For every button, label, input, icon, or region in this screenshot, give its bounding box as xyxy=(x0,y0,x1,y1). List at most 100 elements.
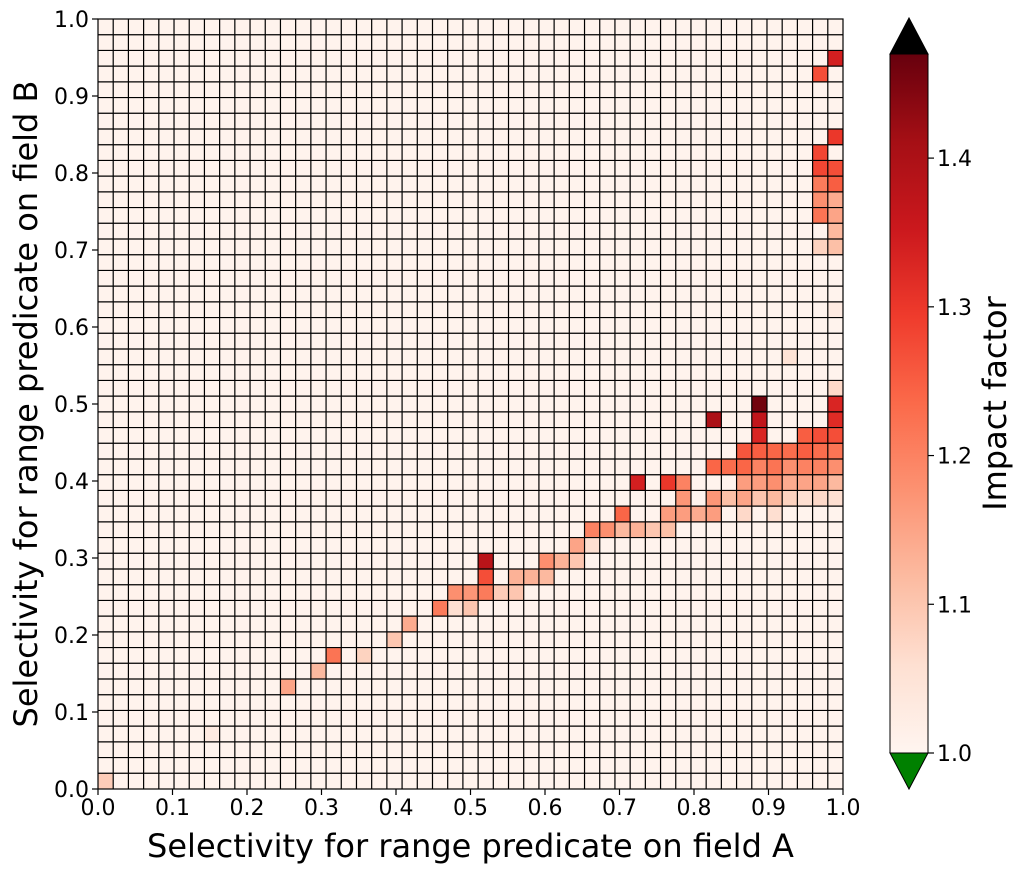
heatmap-cell xyxy=(219,97,236,114)
heatmap-cell xyxy=(584,317,601,334)
heatmap-cell xyxy=(462,270,479,287)
heatmap-cell xyxy=(721,553,737,570)
heatmap-cell xyxy=(402,647,418,664)
heatmap-cell xyxy=(478,506,494,523)
heatmap-cell xyxy=(250,521,266,538)
heatmap-cell xyxy=(432,679,448,696)
heatmap-cell xyxy=(599,726,616,743)
heatmap-cell xyxy=(310,239,327,256)
heatmap-cell xyxy=(386,270,403,287)
heatmap-cell xyxy=(751,349,768,366)
heatmap-cell xyxy=(721,757,737,774)
heatmap-cell xyxy=(645,616,661,633)
heatmap-cell xyxy=(797,521,813,538)
heatmap-cell xyxy=(478,239,494,256)
heatmap-cell xyxy=(386,411,403,428)
heatmap-cell xyxy=(478,459,494,476)
heatmap-cell xyxy=(462,679,479,696)
heatmap-cell xyxy=(493,710,509,727)
heatmap-cell xyxy=(113,411,129,428)
heatmap-cell xyxy=(797,459,813,476)
heatmap-cell xyxy=(493,317,509,334)
heatmap-cell xyxy=(721,679,737,696)
heatmap-cell xyxy=(782,773,798,790)
heatmap-cell xyxy=(174,333,190,350)
heatmap-cell xyxy=(402,301,418,318)
heatmap-cell xyxy=(797,113,813,130)
heatmap-cell xyxy=(143,647,160,664)
heatmap-cell xyxy=(554,584,570,601)
heatmap-cell xyxy=(432,19,448,36)
heatmap-cell xyxy=(675,663,692,680)
heatmap-cell xyxy=(402,286,418,303)
heatmap-cell xyxy=(280,191,296,208)
heatmap-cell xyxy=(143,757,160,774)
heatmap-cell xyxy=(371,50,388,67)
heatmap-cell xyxy=(128,663,144,680)
heatmap-cell xyxy=(204,553,220,570)
heatmap-cell xyxy=(310,569,327,586)
heatmap-cell xyxy=(660,176,677,193)
heatmap-cell xyxy=(402,537,418,554)
heatmap-cell xyxy=(690,333,707,350)
heatmap-cell xyxy=(402,97,418,114)
heatmap-cell xyxy=(417,144,433,161)
heatmap-cell xyxy=(493,396,509,413)
heatmap-cell xyxy=(371,443,388,460)
heatmap-cell xyxy=(827,427,844,444)
heatmap-cell xyxy=(310,616,327,633)
heatmap-cell xyxy=(523,176,540,193)
heatmap-cell xyxy=(751,97,768,114)
heatmap-cell xyxy=(751,506,768,523)
heatmap-cell xyxy=(645,411,661,428)
heatmap-cell xyxy=(295,19,312,36)
heatmap-cell xyxy=(234,647,251,664)
heatmap-cell xyxy=(341,97,357,114)
heatmap-cell xyxy=(204,333,220,350)
heatmap-cell xyxy=(599,396,616,413)
heatmap-cell xyxy=(402,113,418,130)
heatmap-cell xyxy=(371,569,388,586)
heatmap-cell xyxy=(508,726,525,743)
heatmap-cell xyxy=(417,286,433,303)
heatmap-cell xyxy=(386,569,403,586)
heatmap-cell xyxy=(523,600,540,617)
heatmap-cell xyxy=(751,176,768,193)
heatmap-cell xyxy=(356,207,372,224)
heatmap-cell xyxy=(493,616,509,633)
heatmap-cell xyxy=(432,129,448,146)
heatmap-cell xyxy=(523,364,540,381)
heatmap-cell xyxy=(523,679,540,696)
heatmap-cell xyxy=(447,773,464,790)
heatmap-cell xyxy=(310,317,327,334)
heatmap-cell xyxy=(295,113,312,130)
heatmap-cell xyxy=(189,66,205,83)
heatmap-cell xyxy=(584,19,601,36)
heatmap-cell xyxy=(645,223,661,240)
heatmap-cell xyxy=(402,490,418,507)
heatmap-cell xyxy=(645,286,661,303)
heatmap-cell xyxy=(797,616,813,633)
heatmap-cell xyxy=(356,396,372,413)
heatmap-cell xyxy=(523,741,540,758)
heatmap-cell xyxy=(310,741,327,758)
heatmap-cell xyxy=(797,726,813,743)
heatmap-cell xyxy=(645,270,661,287)
heatmap-cell xyxy=(356,553,372,570)
heatmap-cell xyxy=(675,631,692,648)
heatmap-cell xyxy=(751,223,768,240)
heatmap-cell xyxy=(462,521,479,538)
heatmap-cell xyxy=(493,113,509,130)
heatmap-cell xyxy=(280,286,296,303)
heatmap-cell xyxy=(660,757,677,774)
heatmap-cell xyxy=(234,317,251,334)
heatmap-cell xyxy=(614,317,631,334)
heatmap-cell xyxy=(523,647,540,664)
heatmap-cell xyxy=(554,694,570,711)
heatmap-cell xyxy=(326,631,342,648)
heatmap-cell xyxy=(797,569,813,586)
heatmap-cell xyxy=(797,254,813,271)
heatmap-cell xyxy=(827,50,844,67)
heatmap-cell xyxy=(356,129,372,146)
heatmap-cell xyxy=(250,50,266,67)
